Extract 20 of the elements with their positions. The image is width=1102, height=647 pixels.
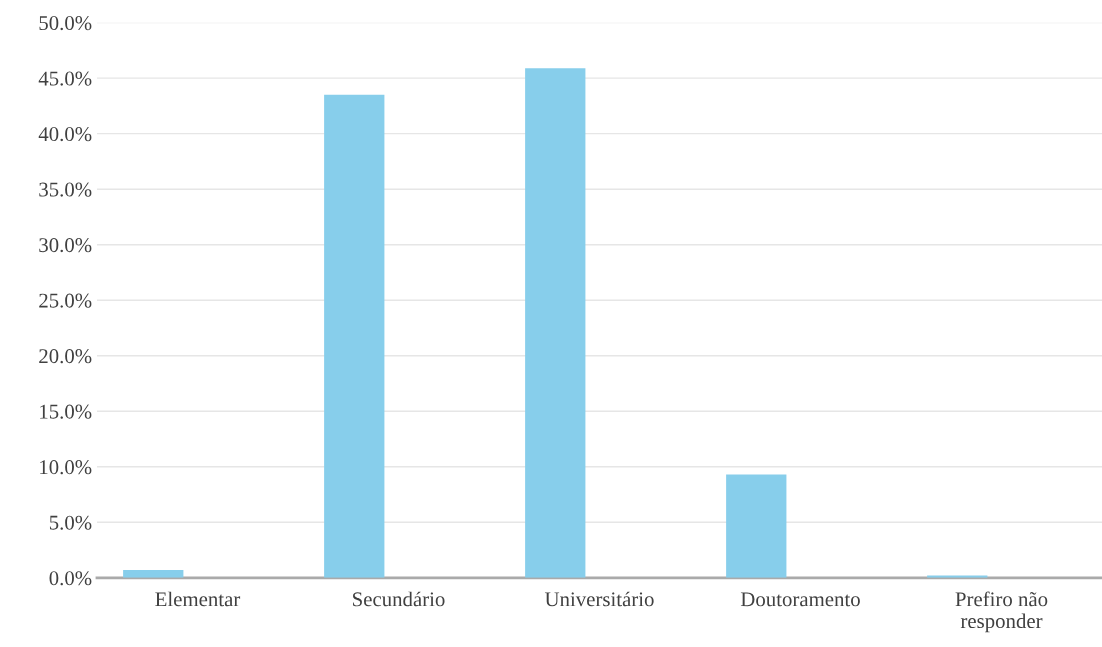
y-tick-label: 45.0%: [38, 71, 92, 86]
y-tick-label: 0.0%: [49, 571, 92, 586]
x-tick-label: Doutoramento: [740, 592, 860, 607]
y-tick-label: 5.0%: [49, 515, 92, 530]
x-tick-label: Elementar: [155, 591, 241, 607]
y-tick-label: 15.0%: [40, 404, 92, 419]
bar: [525, 68, 586, 578]
x-tick-label: Universitário: [544, 591, 654, 607]
bar: [123, 570, 184, 578]
y-tick-label: 25.0%: [39, 293, 92, 308]
y-tick-label: 20.0%: [39, 349, 92, 364]
y-tick-label: 50.0%: [39, 16, 92, 31]
y-tick-label: 35.0%: [39, 182, 92, 197]
bar: [726, 474, 787, 578]
bar: [324, 94, 385, 578]
x-tick-label: Secundário: [353, 591, 445, 607]
y-tick-label: 10.0%: [40, 460, 92, 475]
x-tick-label: Prefiro não responder: [955, 591, 1048, 633]
y-tick-label: 40.0%: [38, 127, 92, 142]
y-tick-label: 30.0%: [39, 238, 92, 253]
